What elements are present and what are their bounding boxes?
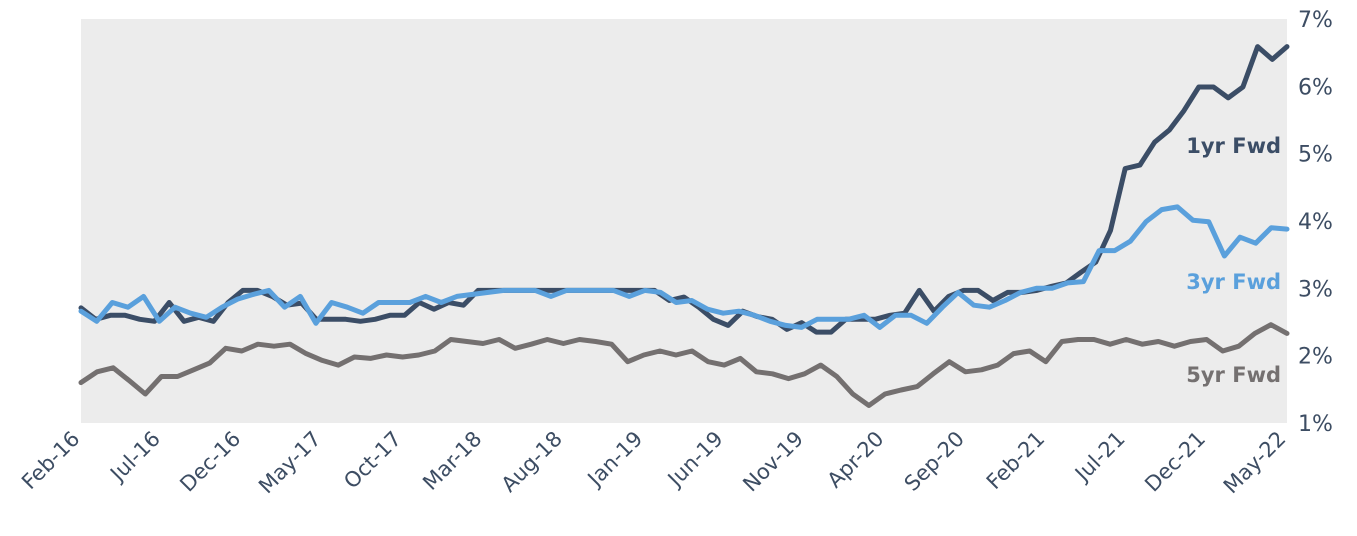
y-tick-label: 7%: [1298, 8, 1333, 33]
x-tick-label: May-22: [1219, 427, 1291, 499]
y-tick-label: 1%: [1298, 412, 1333, 437]
x-tick-label: Nov-19: [738, 427, 808, 497]
y-tick-label: 6%: [1298, 75, 1333, 100]
y-axis: 1% 2% 3% 4% 5% 6% 7%: [1298, 8, 1333, 437]
series-line-3yr-fwd: [78, 204, 1290, 330]
series-label-1yr-fwd: 1yr Fwd: [1186, 134, 1281, 158]
x-tick-label: Sep-20: [900, 427, 969, 496]
x-tick-label: Aug-18: [497, 427, 567, 497]
y-tick-label: 4%: [1298, 210, 1333, 235]
x-axis: Feb-16 Jul-16 Dec-16 May-17 Oct-17 Mar-18 Aug-…: [17, 427, 1291, 499]
x-tick-label: Mar-18: [418, 427, 486, 495]
x-tick-label: Dec-16: [175, 427, 245, 497]
series-line-5yr-fwd: [78, 322, 1290, 408]
series-labels: 1yr Fwd 3yr Fwd 5yr Fwd: [1186, 134, 1281, 387]
x-tick-label: Dec-21: [1140, 427, 1210, 497]
x-tick-label: Jun-19: [662, 427, 728, 493]
x-tick-label: Oct-17: [339, 427, 406, 494]
x-tick-label: Feb-16: [17, 427, 85, 495]
x-tick-label: Jul-21: [1069, 427, 1130, 488]
y-tick-label: 5%: [1298, 143, 1333, 168]
x-tick-label: May-17: [254, 427, 326, 499]
y-tick-label: 2%: [1298, 345, 1333, 370]
series-label-5yr-fwd: 5yr Fwd: [1186, 363, 1281, 387]
x-tick-label: Jul-16: [104, 427, 165, 488]
series-layer: [78, 44, 1290, 408]
x-tick-label: Apr-20: [823, 427, 889, 493]
x-tick-label: Feb-21: [982, 427, 1050, 495]
x-tick-label: Jan-19: [582, 427, 648, 493]
y-tick-label: 3%: [1298, 277, 1333, 302]
plot-area: [81, 19, 1287, 423]
series-label-3yr-fwd: 3yr Fwd: [1186, 270, 1281, 294]
